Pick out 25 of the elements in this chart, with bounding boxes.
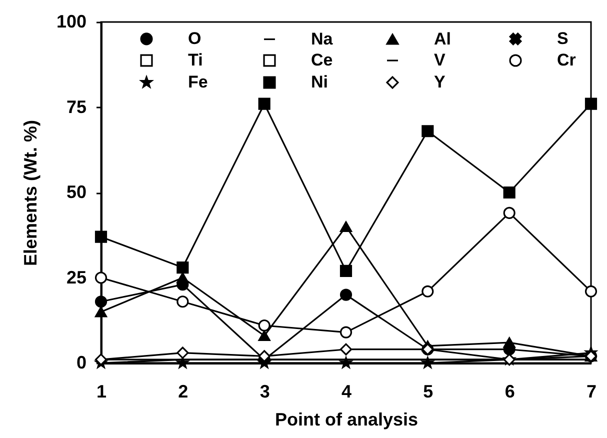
y-tick-label: 25 bbox=[66, 267, 86, 288]
y-tick-label: 75 bbox=[66, 96, 86, 117]
y-tick-label: 0 bbox=[76, 352, 86, 372]
x-tick-label: 4 bbox=[341, 382, 352, 402]
y-tick-label: 100 bbox=[56, 12, 86, 32]
legend-label: Al bbox=[434, 29, 451, 48]
legend-label: Ni bbox=[311, 72, 328, 92]
x-tick-label: 7 bbox=[586, 382, 597, 402]
y-tick-label: 50 bbox=[66, 182, 86, 202]
x-tick-label: 3 bbox=[260, 382, 270, 402]
legend-label: O bbox=[188, 28, 202, 48]
x-tick-label: 6 bbox=[504, 382, 515, 402]
legend-label: Ti bbox=[188, 50, 203, 70]
x-tick-label: 1 bbox=[96, 382, 107, 402]
legend-label: Fe bbox=[188, 72, 208, 92]
legend-label: S bbox=[557, 28, 568, 48]
x-tick-label: 5 bbox=[423, 382, 434, 402]
legend-label: Ce bbox=[311, 50, 333, 70]
legend-label: Na bbox=[311, 29, 334, 48]
legend-label: Y bbox=[434, 72, 446, 92]
y-axis-title: Elements (Wt. %) bbox=[20, 120, 40, 266]
legend-label: V bbox=[434, 50, 446, 70]
x-axis-title: Point of analysis bbox=[274, 410, 418, 430]
x-tick-label: 2 bbox=[178, 382, 188, 402]
legend-label: Cr bbox=[557, 50, 576, 70]
